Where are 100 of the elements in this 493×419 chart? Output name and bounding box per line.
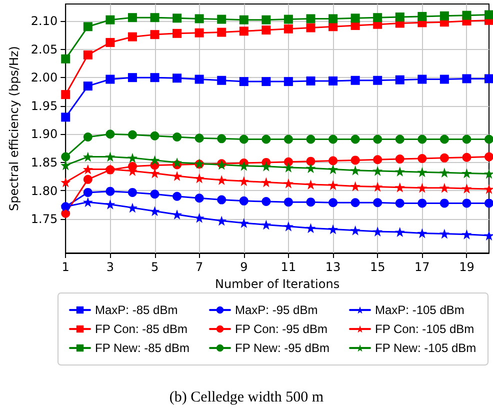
point — [261, 177, 272, 188]
point — [82, 152, 93, 162]
point — [61, 54, 70, 64]
point — [328, 76, 338, 86]
point — [440, 198, 449, 208]
point — [261, 161, 272, 172]
point — [106, 130, 115, 139]
point — [61, 112, 70, 122]
point — [150, 73, 160, 82]
point — [194, 14, 204, 24]
point — [484, 152, 493, 162]
point — [128, 188, 137, 197]
point — [83, 132, 92, 142]
point — [395, 75, 404, 84]
point — [350, 225, 360, 236]
point — [328, 14, 338, 24]
point — [238, 218, 249, 228]
point — [350, 165, 360, 176]
point — [484, 184, 493, 194]
point — [462, 168, 472, 178]
point — [440, 134, 449, 144]
point — [328, 134, 338, 144]
point — [462, 10, 472, 20]
point — [372, 182, 383, 192]
point — [283, 178, 294, 188]
point — [417, 182, 428, 193]
x-tick-label: 5 — [150, 260, 159, 274]
y-tick-label: 2.00 — [30, 70, 58, 85]
point — [128, 13, 137, 22]
point — [194, 134, 204, 143]
point — [350, 134, 360, 144]
x-tick-label: 13 — [325, 260, 341, 274]
point — [328, 164, 338, 174]
point — [484, 168, 493, 179]
point — [372, 166, 383, 176]
legend-label: FP Con: -105 dBm — [375, 322, 474, 336]
point — [172, 14, 182, 23]
point — [83, 188, 92, 197]
point — [417, 167, 428, 178]
point — [484, 198, 493, 208]
point — [306, 198, 316, 207]
point — [128, 130, 137, 140]
y-tick-label: 1.80 — [30, 184, 58, 198]
point — [462, 152, 472, 162]
point — [239, 26, 248, 36]
point — [150, 131, 160, 140]
point — [60, 177, 71, 188]
y-tick-label: 1.90 — [30, 127, 58, 142]
x-tick-label: 11 — [280, 260, 296, 274]
legend-label: FP New: -85 dBm — [95, 341, 190, 355]
legend-label: FP Con: -95 dBm — [235, 322, 328, 336]
point — [284, 157, 293, 166]
point — [462, 183, 472, 194]
legend-label: MaxP: -105 dBm — [375, 303, 464, 317]
y-axis-title: Spectral efficiency (bps/Hz) — [7, 46, 21, 211]
x-tick-label: 7 — [196, 260, 204, 274]
point — [128, 32, 137, 42]
point — [239, 15, 248, 24]
x-tick-label: 19 — [459, 260, 474, 274]
point — [440, 153, 449, 162]
point — [350, 181, 360, 192]
point — [106, 74, 115, 84]
point — [262, 134, 271, 144]
point — [350, 156, 360, 165]
point — [127, 202, 138, 213]
point — [150, 30, 160, 40]
point — [328, 224, 338, 234]
point — [217, 76, 226, 85]
point — [82, 164, 93, 174]
x-axis-title: Number of Iterations — [215, 276, 340, 291]
point — [284, 24, 293, 34]
legend-label: FP Con: -85 dBm — [95, 322, 188, 336]
point — [328, 180, 338, 190]
point — [150, 190, 160, 199]
point — [194, 173, 204, 184]
point — [350, 76, 360, 85]
point — [83, 50, 92, 60]
point — [484, 74, 493, 84]
point — [395, 198, 404, 208]
point — [440, 74, 449, 84]
point — [106, 15, 115, 24]
point — [238, 160, 249, 171]
y-tick-label: 1.85 — [30, 155, 58, 170]
point — [150, 13, 160, 22]
point — [194, 74, 204, 84]
point — [484, 10, 493, 20]
point — [394, 227, 405, 238]
point — [216, 216, 227, 226]
point — [150, 206, 160, 216]
point — [172, 132, 182, 142]
legend-label: FP New: -105 dBm — [375, 341, 476, 355]
point — [262, 197, 271, 206]
point — [372, 226, 383, 236]
point — [462, 134, 472, 144]
point — [306, 134, 316, 144]
point — [462, 198, 472, 208]
x-tick-label: 15 — [370, 260, 386, 274]
point — [439, 228, 450, 239]
point — [306, 76, 316, 86]
point — [106, 38, 115, 47]
